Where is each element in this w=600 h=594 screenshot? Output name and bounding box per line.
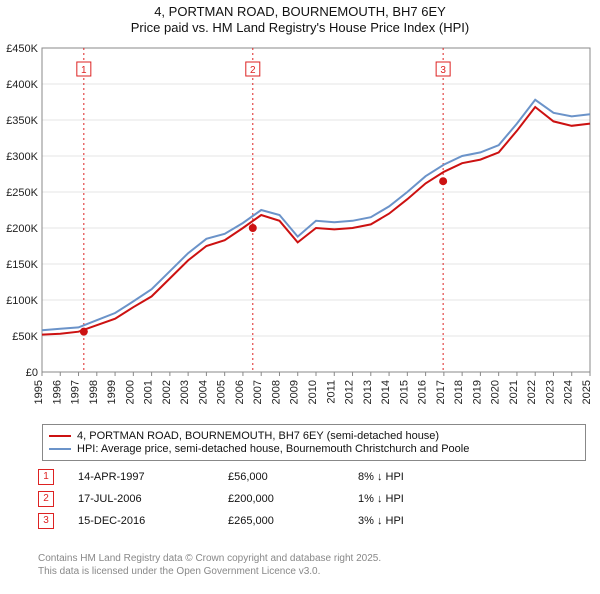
svg-text:£300K: £300K (6, 151, 38, 163)
svg-text:2018: 2018 (453, 380, 465, 404)
svg-text:2013: 2013 (362, 380, 374, 404)
svg-text:2: 2 (250, 65, 256, 76)
title-line-1: 4, PORTMAN ROAD, BOURNEMOUTH, BH7 6EY (154, 4, 446, 19)
svg-text:2002: 2002 (161, 380, 173, 404)
svg-text:2017: 2017 (435, 380, 447, 404)
svg-text:2012: 2012 (344, 380, 356, 404)
event-price: £56,000 (228, 466, 358, 488)
price-chart: £0 £50K £100K £150K £200K £250K £300K £350K £400… (0, 42, 600, 422)
svg-text:1: 1 (81, 65, 87, 76)
event-delta: 3% ↓ HPI (358, 510, 558, 532)
event-marker-num: 3 (38, 513, 54, 529)
events-table: 1 14-APR-1997£56,0008% ↓ HPI 2 17-JUL-2006£… (38, 466, 558, 532)
sale-dot (439, 177, 447, 185)
event-date: 17-JUL-2006 (78, 488, 228, 510)
svg-text:£350K: £350K (6, 115, 38, 127)
footnote-line-2: This data is licensed under the Open Gov… (38, 566, 320, 577)
chart-area: £0 £50K £100K £150K £200K £250K £300K £350K £400… (0, 42, 600, 422)
legend-swatch-subject (49, 435, 71, 437)
event-marker-num: 2 (38, 491, 54, 507)
event-price: £200,000 (228, 488, 358, 510)
footnote: Contains HM Land Registry data © Crown c… (38, 552, 578, 578)
chart-title-block: 4, PORTMAN ROAD, BOURNEMOUTH, BH7 6EY Pr… (0, 4, 600, 37)
legend-label-hpi: HPI: Average price, semi-detached house,… (77, 443, 469, 455)
event-date: 14-APR-1997 (78, 466, 228, 488)
svg-text:2008: 2008 (270, 380, 282, 404)
svg-text:2006: 2006 (234, 380, 246, 404)
svg-text:1998: 1998 (88, 380, 100, 404)
svg-text:2004: 2004 (197, 380, 209, 404)
event-delta: 1% ↓ HPI (358, 488, 558, 510)
svg-text:2021: 2021 (508, 380, 520, 404)
svg-text:1997: 1997 (70, 380, 82, 404)
svg-text:£100K: £100K (6, 295, 38, 307)
svg-text:2016: 2016 (417, 380, 429, 404)
svg-text:2011: 2011 (325, 380, 337, 404)
legend-row-subject: 4, PORTMAN ROAD, BOURNEMOUTH, BH7 6EY (s… (49, 430, 579, 442)
footnote-line-1: Contains HM Land Registry data © Crown c… (38, 553, 381, 564)
title-line-2: Price paid vs. HM Land Registry's House … (0, 20, 600, 36)
legend-label-subject: 4, PORTMAN ROAD, BOURNEMOUTH, BH7 6EY (s… (77, 430, 439, 442)
legend-row-hpi: HPI: Average price, semi-detached house,… (49, 443, 579, 455)
svg-text:£400K: £400K (6, 79, 38, 91)
svg-text:1999: 1999 (106, 380, 118, 404)
event-delta: 8% ↓ HPI (358, 466, 558, 488)
svg-text:£150K: £150K (6, 259, 38, 271)
svg-text:2007: 2007 (252, 380, 264, 404)
svg-text:£450K: £450K (6, 43, 38, 55)
event-row: 1 14-APR-1997£56,0008% ↓ HPI (38, 466, 558, 488)
svg-text:£50K: £50K (12, 331, 38, 343)
svg-text:2001: 2001 (143, 380, 155, 404)
svg-text:2005: 2005 (216, 380, 228, 404)
svg-text:2025: 2025 (581, 380, 593, 404)
svg-text:2020: 2020 (490, 380, 502, 404)
svg-text:1995: 1995 (33, 380, 45, 404)
event-marker-num: 1 (38, 469, 54, 485)
svg-text:2019: 2019 (471, 380, 483, 404)
svg-text:2010: 2010 (307, 380, 319, 404)
svg-text:£200K: £200K (6, 223, 38, 235)
svg-text:2015: 2015 (398, 380, 410, 404)
sale-events: 1 14-APR-1997£56,0008% ↓ HPI 2 17-JUL-2006£… (38, 466, 578, 532)
svg-text:1996: 1996 (51, 380, 63, 404)
svg-text:£0: £0 (26, 367, 38, 379)
legend: 4, PORTMAN ROAD, BOURNEMOUTH, BH7 6EY (s… (42, 424, 586, 461)
sale-dot (80, 328, 88, 336)
svg-text:2024: 2024 (563, 380, 575, 404)
svg-text:2000: 2000 (124, 380, 136, 404)
svg-text:£250K: £250K (6, 187, 38, 199)
event-date: 15-DEC-2016 (78, 510, 228, 532)
series-hpi (42, 100, 590, 330)
event-row: 3 15-DEC-2016£265,0003% ↓ HPI (38, 510, 558, 532)
svg-text:2009: 2009 (289, 380, 301, 404)
event-row: 2 17-JUL-2006£200,0001% ↓ HPI (38, 488, 558, 510)
svg-text:2023: 2023 (544, 380, 556, 404)
event-price: £265,000 (228, 510, 358, 532)
svg-text:2022: 2022 (526, 380, 538, 404)
svg-text:3: 3 (440, 65, 446, 76)
sale-dot (249, 224, 257, 232)
legend-swatch-hpi (49, 448, 71, 450)
svg-text:2003: 2003 (179, 380, 191, 404)
svg-text:2014: 2014 (380, 380, 392, 404)
